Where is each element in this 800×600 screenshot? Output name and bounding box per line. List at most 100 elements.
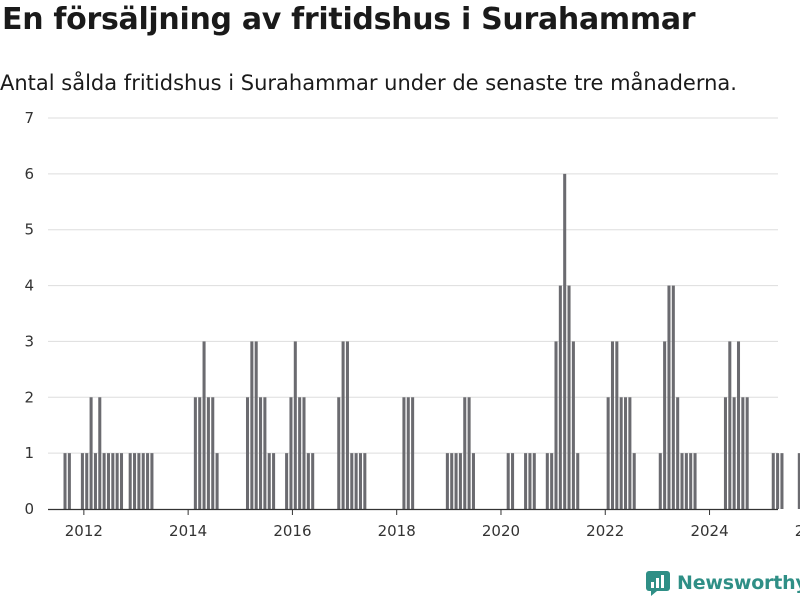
bar	[80, 453, 84, 509]
bar	[450, 453, 454, 509]
bar	[732, 397, 736, 509]
bar	[684, 453, 688, 509]
x-tick-label: 2018	[378, 522, 416, 540]
bar	[458, 453, 462, 509]
bar	[563, 173, 567, 509]
bar	[402, 397, 406, 509]
y-tick-label: 2	[24, 388, 34, 406]
y-tick-label: 4	[24, 277, 34, 295]
bar	[554, 341, 558, 509]
bar	[606, 397, 610, 509]
bar	[293, 341, 297, 509]
y-tick-label: 1	[24, 444, 34, 462]
chart-title: En försäljning av fritidshus i Surahamma…	[2, 2, 696, 37]
bar	[337, 397, 341, 509]
bar	[632, 453, 636, 509]
gridlines	[48, 117, 778, 454]
bar	[528, 453, 532, 509]
bar	[111, 453, 115, 509]
bar	[658, 453, 662, 509]
x-tick-label: 2024	[690, 522, 728, 540]
bar	[115, 453, 119, 509]
bar	[215, 453, 219, 509]
bar	[128, 453, 132, 509]
bar	[463, 397, 467, 509]
bar	[298, 397, 302, 509]
bar	[133, 453, 137, 509]
bar	[150, 453, 154, 509]
bar	[610, 341, 615, 509]
bar	[797, 453, 800, 509]
bar	[576, 453, 580, 509]
brand-logo: Newsworthy	[645, 570, 800, 596]
bar	[311, 453, 315, 509]
bar	[85, 453, 89, 509]
bar	[745, 397, 749, 509]
x-tick-label: 2022	[586, 522, 624, 540]
bar	[454, 453, 458, 509]
y-tick-label: 0	[24, 500, 34, 518]
bar	[511, 453, 515, 509]
bar	[680, 453, 684, 509]
bar	[663, 341, 667, 509]
bar	[550, 453, 554, 509]
y-tick-label: 5	[24, 221, 34, 239]
bar	[345, 341, 349, 509]
bar	[102, 453, 106, 509]
y-tick-label: 3	[24, 332, 34, 350]
bar	[467, 397, 471, 509]
bar	[272, 453, 276, 509]
bar	[676, 397, 680, 509]
bar	[741, 397, 745, 509]
x-tick-label: 2014	[169, 522, 207, 540]
bar	[93, 453, 97, 509]
bar	[728, 341, 732, 509]
bar	[98, 397, 102, 509]
bar	[63, 453, 67, 509]
chart-subtitle: Antal sålda fritidshus i Surahammar unde…	[0, 71, 737, 95]
bar	[411, 397, 415, 509]
bar	[259, 397, 263, 509]
bar	[202, 341, 206, 509]
bar	[471, 453, 475, 509]
bar	[532, 453, 536, 509]
bar	[250, 341, 254, 509]
bar	[723, 397, 727, 509]
bar	[285, 453, 289, 509]
x-tick-label: 2020	[482, 522, 520, 540]
bar	[628, 397, 632, 509]
bar	[211, 397, 215, 509]
bar	[193, 397, 197, 509]
x-axis: 2012 2014 2016 2018 2020 2022 2024 2026	[48, 508, 800, 540]
bar	[771, 453, 775, 509]
bar	[302, 397, 306, 509]
bar	[245, 397, 250, 509]
brand-name: Newsworthy	[677, 572, 800, 594]
bar	[206, 397, 210, 509]
bar	[119, 453, 124, 509]
bar	[406, 397, 410, 509]
bar	[506, 453, 510, 509]
bar	[106, 453, 110, 509]
bar	[615, 341, 619, 509]
bar	[350, 453, 354, 509]
x-tick-label: 2012	[65, 522, 103, 540]
bar	[736, 341, 741, 509]
bar	[89, 397, 93, 509]
bar	[567, 285, 571, 509]
bars	[63, 173, 800, 509]
bar	[445, 453, 449, 509]
y-tick-label: 7	[24, 109, 34, 127]
bar	[137, 453, 141, 509]
bar	[780, 453, 784, 509]
y-axis-ticks: 0 1 2 3 4 5 6 7	[24, 109, 34, 518]
bar	[341, 341, 345, 509]
bar	[141, 453, 145, 509]
y-tick-label: 6	[24, 165, 34, 183]
bar	[146, 453, 150, 509]
newsworthy-logo-icon	[646, 571, 670, 596]
bar	[671, 285, 675, 509]
x-tick-label: 2016	[273, 522, 311, 540]
bar	[619, 397, 623, 509]
bar	[254, 341, 258, 509]
